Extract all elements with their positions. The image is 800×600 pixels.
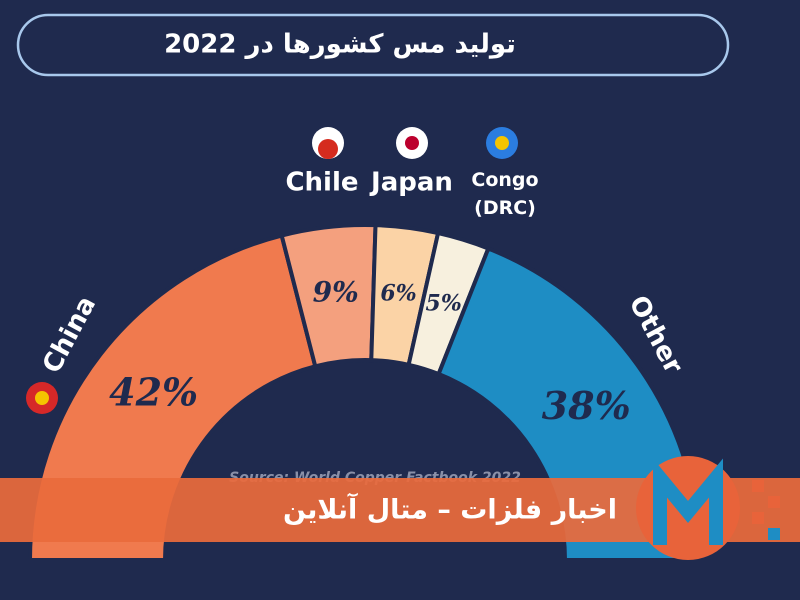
flag-emblem <box>405 136 419 150</box>
category-label: Chile <box>285 168 358 198</box>
category-label: Japan <box>369 168 453 198</box>
value-label: 9% <box>313 276 359 309</box>
banner-text: اخبار فلزات – متال آنلاین <box>283 493 617 526</box>
title-frame <box>16 13 730 77</box>
flag-emblem <box>35 391 49 405</box>
value-label: 38% <box>542 383 631 428</box>
value-label: 42% <box>109 370 198 415</box>
logo <box>636 456 780 560</box>
flag-emblem <box>495 136 509 150</box>
flag-emblem <box>318 139 338 159</box>
chart-title: تولید مس کشورها در 2022 <box>164 30 516 60</box>
value-label: 5% <box>426 290 462 316</box>
value-label: 6% <box>380 281 416 307</box>
category-label: Congo (DRC) <box>471 169 538 219</box>
